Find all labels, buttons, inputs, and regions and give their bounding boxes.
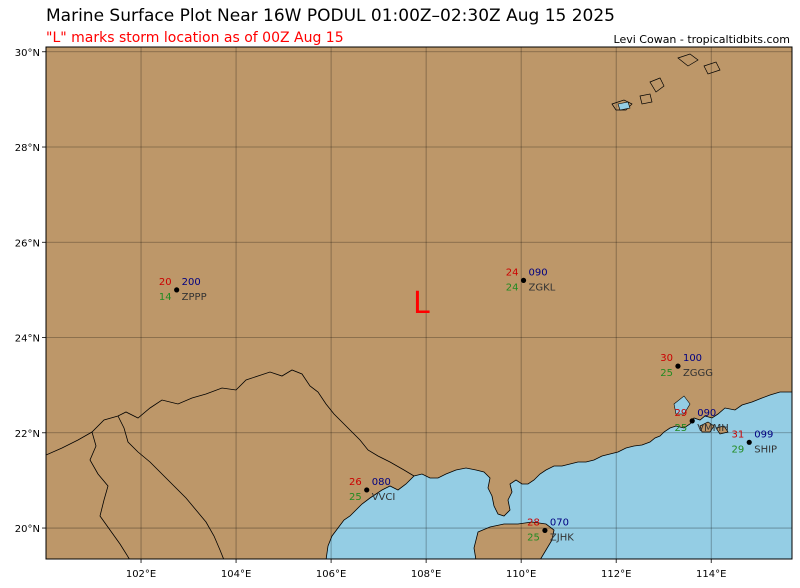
lon-tick-label: 110°E (506, 569, 536, 580)
station-pressure: 070 (550, 517, 569, 528)
credit-label: Levi Cowan - tropicaltidbits.com (613, 33, 790, 46)
station-temperature: 28 (527, 517, 540, 528)
lon-tick-label: 112°E (601, 569, 631, 580)
station-pressure: 099 (754, 429, 773, 440)
station-vmmh: 29 090 25 VMMH (674, 408, 728, 434)
station-temperature: 20 (159, 277, 172, 288)
land-mainland (46, 47, 792, 559)
station-id: ZJHK (550, 532, 574, 543)
land-island (649, 77, 665, 93)
station-temperature: 31 (732, 429, 745, 440)
station-id: VMMH (697, 423, 729, 434)
lon-tick-label: 106°E (316, 569, 346, 580)
bay (673, 395, 691, 415)
station-ship: 31 099 29 SHIP (732, 429, 778, 455)
station-pressure: 080 (372, 477, 391, 488)
land-island (703, 61, 721, 75)
station-zgkl: 24 090 24 ZGKL (506, 267, 556, 293)
lat-tick-label: 30°N (15, 48, 40, 59)
station-id: ZGKL (529, 282, 556, 293)
station-temperature: 30 (660, 353, 673, 364)
land-island (715, 425, 729, 435)
station-dewpoint: 29 (732, 444, 745, 455)
station-id: ZGGG (683, 368, 713, 379)
station-id: VVCI (372, 492, 396, 503)
station-dewpoint: 25 (674, 423, 687, 434)
land-island (677, 53, 699, 67)
station-dot (542, 527, 548, 534)
lon-tick-label: 108°E (411, 569, 441, 580)
land-hainan-island (473, 521, 555, 559)
lat-tick-label: 20°N (15, 524, 40, 535)
station-pressure: 200 (182, 277, 201, 288)
lat-tick-label: 22°N (15, 429, 40, 440)
storm-location-marker: L (413, 286, 430, 321)
station-temperature: 26 (349, 477, 362, 488)
station-dewpoint: 14 (159, 292, 172, 303)
station-pressure: 090 (529, 267, 548, 278)
station-dewpoint: 25 (527, 532, 540, 543)
border-china-vietnam (46, 369, 415, 477)
station-dot (520, 277, 527, 283)
station-dewpoint: 25 (660, 368, 673, 379)
border-vietnam-laos (117, 415, 225, 559)
station-dot (675, 363, 681, 369)
station-vvci: 26 080 25 VVCI (349, 477, 395, 503)
lon-tick-label: 114°E (696, 569, 726, 580)
land-island (699, 421, 715, 433)
gridlines (46, 47, 792, 559)
lat-tick-label: 28°N (15, 143, 40, 154)
map-frame (45, 46, 793, 560)
lon-tick-label: 104°E (221, 569, 251, 580)
station-dewpoint: 25 (349, 492, 362, 503)
station-zppp: 20 200 14 ZPPP (159, 277, 207, 303)
station-temperature: 29 (674, 408, 687, 419)
station-dot (364, 487, 370, 493)
border-laos-china (89, 431, 130, 559)
station-zjhk: 28 070 25 ZJHK (527, 517, 574, 543)
station-dewpoint: 24 (506, 282, 519, 293)
station-zggg: 30 100 25 ZGGG (660, 353, 713, 379)
station-pressure: 090 (697, 408, 716, 419)
station-id: SHIP (754, 444, 777, 455)
lon-tick-label: 102°E (126, 569, 156, 580)
station-layer: 20 200 14 ZPPP 24 090 24 ZGKL 30 100 25 ZGGG 29 090 25… (159, 267, 777, 543)
station-dot (174, 287, 180, 293)
axis-ticks: 102°E 104°E 106°E 108°E 110°E 112°E 114°E 20°N 2… (15, 48, 727, 580)
map-subtitle: "L" marks storm location as of 00Z Aug 1… (46, 30, 344, 46)
station-id: ZPPP (182, 292, 207, 303)
map-title: Marine Surface Plot Near 16W PODUL 01:00… (46, 6, 615, 26)
lat-tick-label: 26°N (15, 238, 40, 249)
storm-marker-layer: L (413, 286, 430, 321)
station-pressure: 100 (683, 353, 702, 364)
station-temperature: 24 (506, 267, 519, 278)
land-island (639, 93, 653, 105)
station-dot (689, 418, 695, 424)
lat-tick-label: 24°N (15, 334, 40, 345)
lake (617, 101, 631, 111)
station-dot (746, 439, 752, 445)
